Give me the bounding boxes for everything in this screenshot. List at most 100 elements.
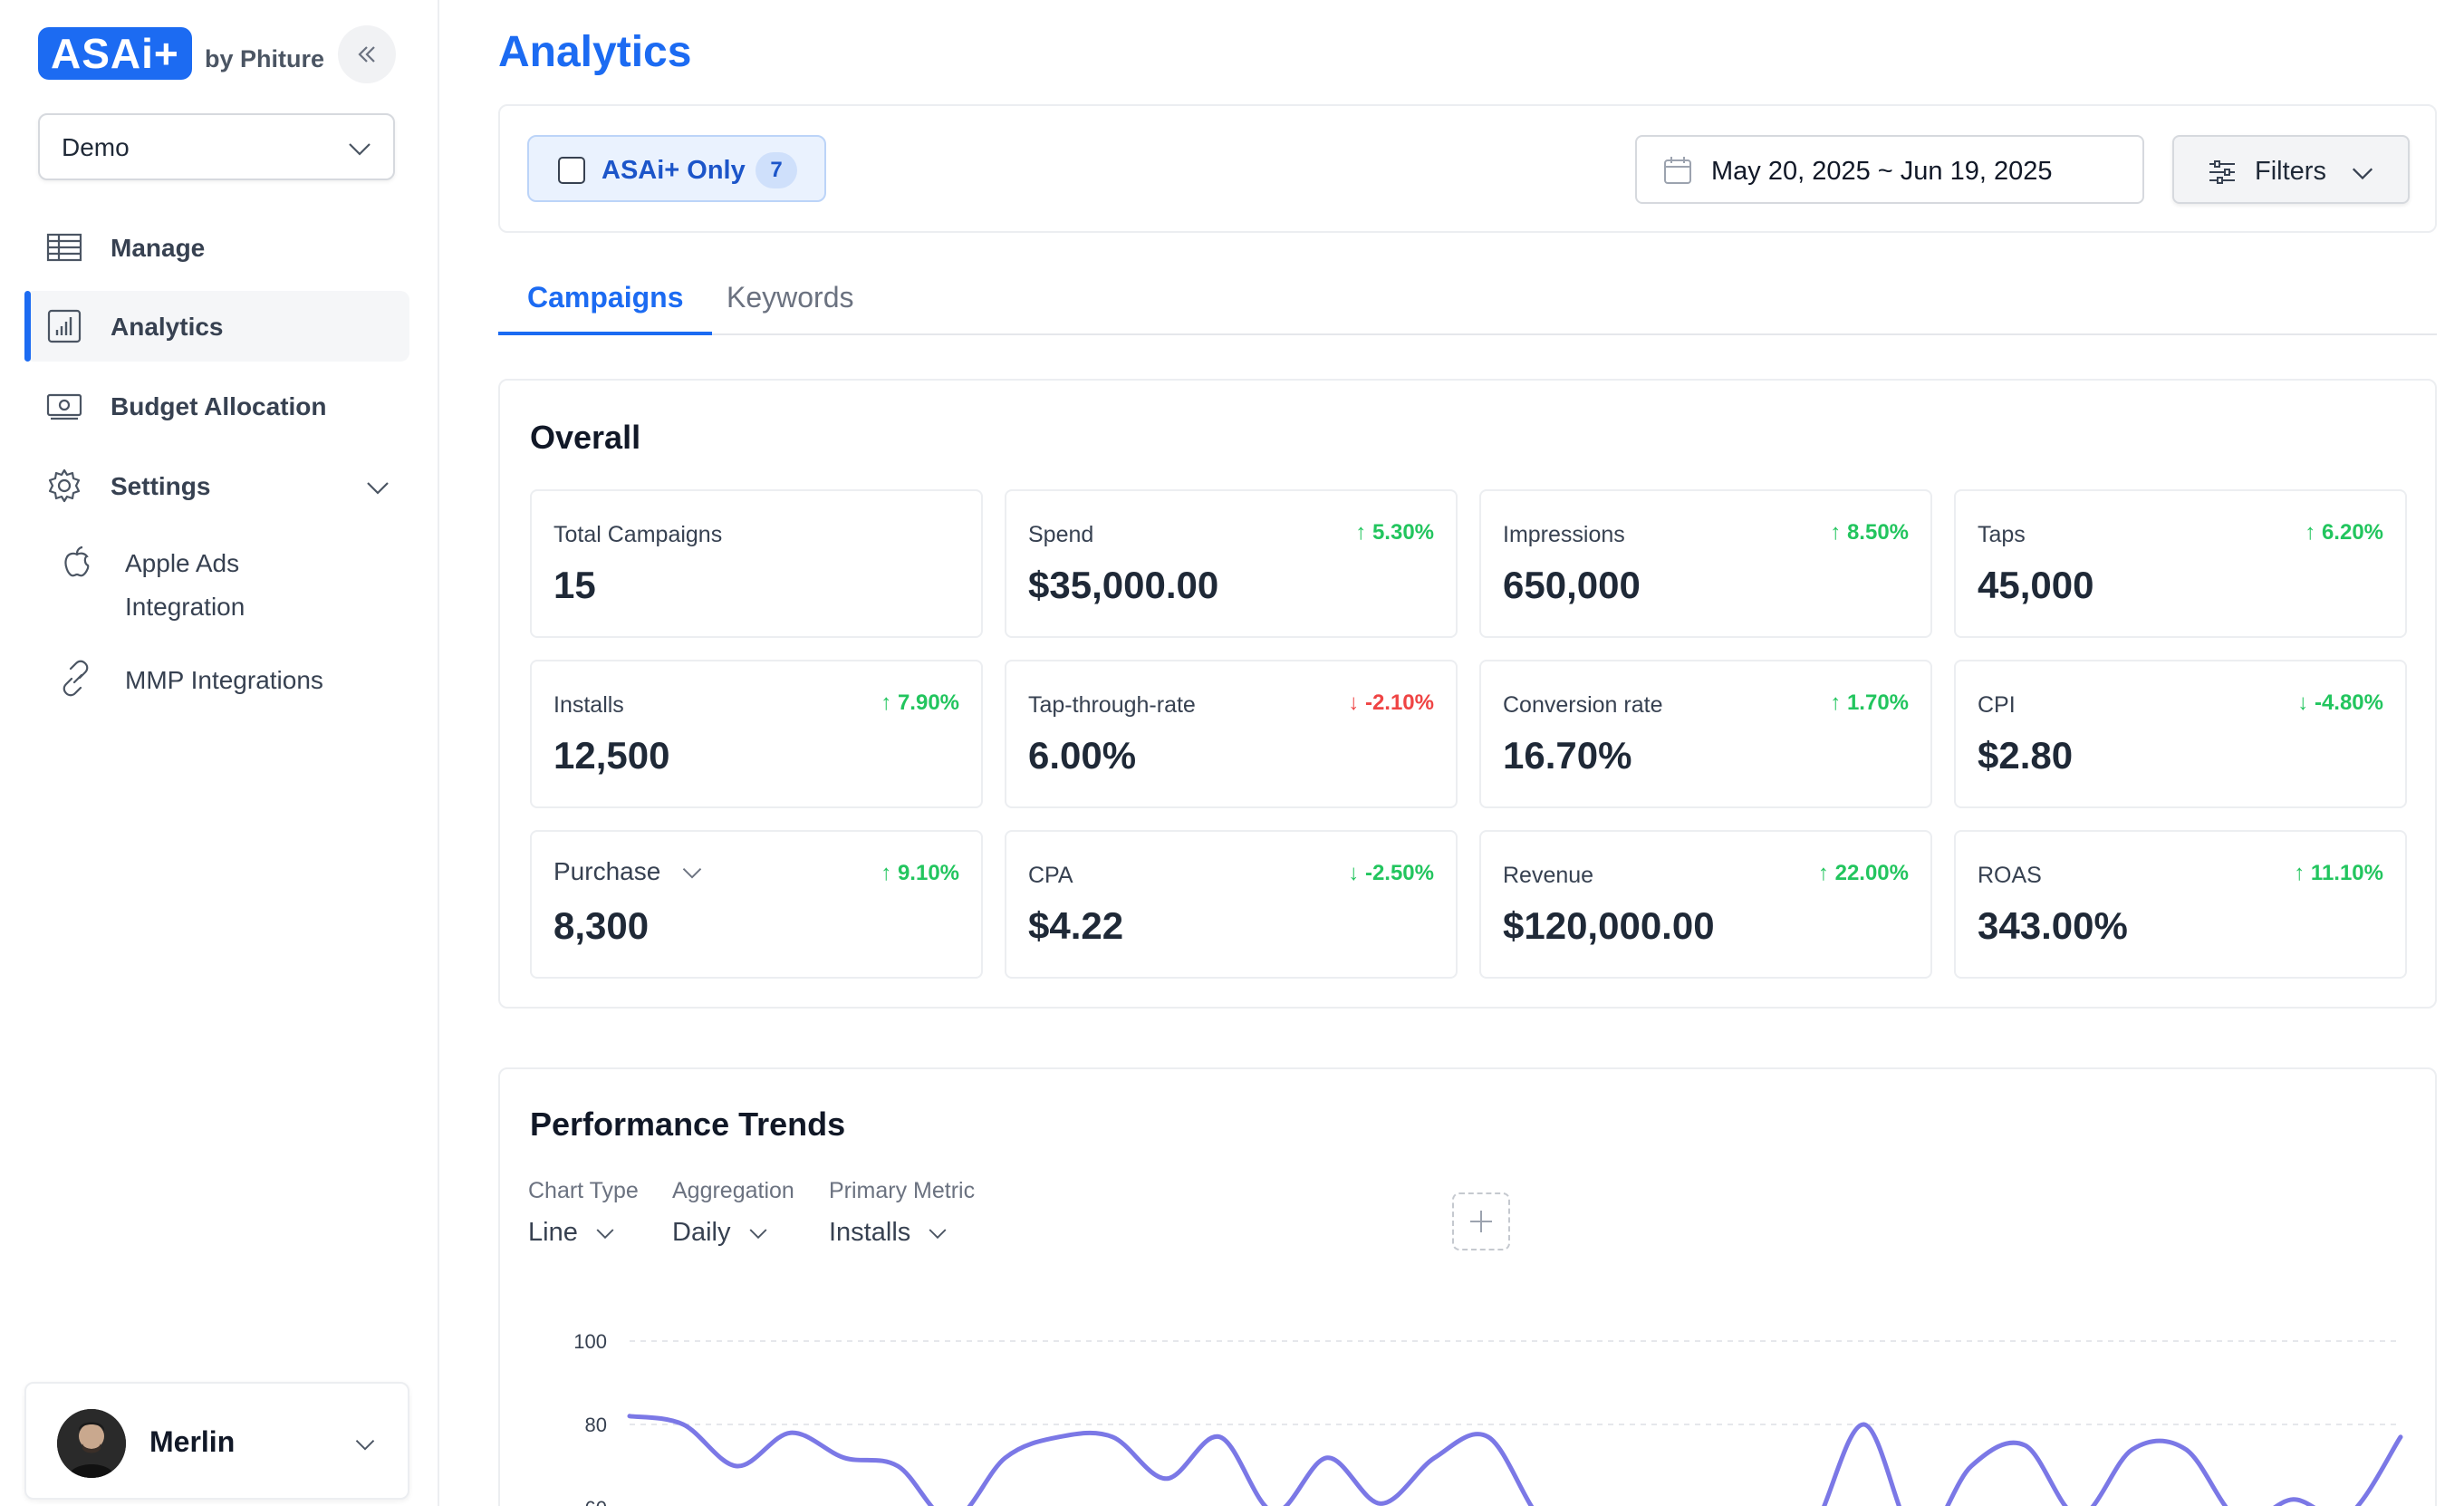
metric-card-revenue: Revenue $120,000.00 ↑ 22.00% [1479, 830, 1932, 979]
chevron-down-icon [367, 482, 389, 495]
gear-icon [48, 468, 81, 503]
org-select-value: Demo [62, 133, 130, 161]
sidebar-item-label: Integration [125, 593, 245, 621]
metric-card-spend: Spend $35,000.00 ↑ 5.30% [1005, 489, 1458, 638]
page-title: Analytics [498, 28, 692, 76]
money-icon [46, 393, 82, 420]
metric-label: Impressions [1503, 522, 1625, 547]
y-tick-label: 60 [585, 1497, 607, 1506]
chevron-down-icon [596, 1229, 614, 1240]
aggregation-value: Daily [672, 1218, 769, 1248]
metric-delta: ↓ -4.80% [2297, 690, 2383, 715]
metric-card-purchase[interactable]: Purchase 8,300 ↑ 9.10% [530, 830, 983, 979]
avatar [57, 1409, 126, 1478]
metric-label: Purchase [553, 857, 661, 885]
add-metric-button[interactable] [1452, 1192, 1510, 1250]
chart-type-value: Line [528, 1218, 616, 1248]
calendar-icon [1664, 157, 1691, 184]
metric-value: 6.00% [1028, 734, 1137, 777]
sidebar-item-manage[interactable]: Manage [24, 212, 409, 283]
metric-card-conversion-rate: Conversion rate 16.70% ↑ 1.70% [1479, 660, 1932, 808]
tab-campaigns[interactable]: Campaigns [498, 279, 713, 335]
aggregation-label: Aggregation [672, 1178, 794, 1203]
series-line-installs [627, 1414, 2403, 1506]
performance-trend-chart: 100 80 60 [573, 1330, 2403, 1506]
collapse-sidebar-button[interactable] [338, 25, 396, 83]
y-tick-label: 80 [585, 1414, 607, 1436]
date-range-picker[interactable]: May 20, 2025 ~ Jun 19, 2025 [1635, 135, 2144, 204]
metric-value: 8,300 [553, 904, 650, 947]
filters-button[interactable]: Filters [2172, 135, 2410, 204]
tab-keywords[interactable]: Keywords [727, 281, 854, 314]
metric-label: CPA [1028, 863, 1073, 888]
metric-value: 15 [553, 564, 596, 606]
aggregation-select[interactable]: Aggregation Daily [672, 1178, 794, 1247]
sidebar-item-mmp-integrations[interactable]: MMP Integrations [56, 659, 409, 710]
sidebar-item-settings[interactable]: Settings [24, 450, 409, 521]
sidebar-item-analytics[interactable]: Analytics [24, 291, 409, 362]
sidebar-item-label: Analytics [111, 313, 224, 341]
metric-delta: ↑ 7.90% [881, 690, 959, 715]
metric-label: ROAS [1978, 863, 2042, 888]
metric-delta: ↑ 5.30% [1355, 520, 1434, 545]
metric-value: $35,000.00 [1028, 564, 1219, 606]
metric-label: Taps [1978, 522, 2026, 547]
apple-icon [64, 545, 90, 577]
asai-only-checkbox[interactable] [558, 157, 585, 184]
main-content: Analytics ASAi+ Only 7 May 20, 2025 ~ Ju… [439, 0, 2464, 1506]
analytics-tabs: Campaigns Keywords [498, 263, 2437, 335]
metric-value: 12,500 [553, 734, 670, 777]
metric-card-taps: Taps 45,000 ↑ 6.20% [1954, 489, 2407, 638]
performance-trends-title: Performance Trends [530, 1105, 846, 1143]
chevron-down-icon [749, 1229, 767, 1240]
chevron-down-icon [929, 1229, 947, 1240]
metric-value: $4.22 [1028, 904, 1124, 947]
performance-trends-section: Performance Trends [498, 1067, 2437, 1506]
metric-value: 343.00% [1978, 904, 2128, 947]
date-range-value: May 20, 2025 ~ Jun 19, 2025 [1711, 157, 2053, 186]
metric-delta: ↑ 11.10% [2294, 861, 2383, 885]
metric-delta: ↑ 9.10% [881, 861, 959, 885]
chevron-down-icon [2352, 168, 2373, 180]
link-icon [63, 660, 89, 697]
metric-delta: ↑ 1.70% [1830, 690, 1909, 715]
overall-title: Overall [530, 419, 641, 456]
sliders-icon [2209, 160, 2235, 184]
chart-type-label: Chart Type [528, 1178, 639, 1203]
metric-label: Tap-through-rate [1028, 692, 1196, 718]
sidebar-item-label: MMP Integrations [125, 666, 323, 694]
metric-label: Installs [553, 692, 624, 718]
chevron-down-icon [355, 1439, 375, 1451]
bar-chart-icon [47, 309, 82, 343]
brand-byline: by Phiture [205, 45, 325, 72]
metric-card-cpa: CPA $4.22 ↓ -2.50% [1005, 830, 1458, 979]
metric-card-installs: Installs 12,500 ↑ 7.90% [530, 660, 983, 808]
metric-value: 45,000 [1978, 564, 2094, 606]
metric-value: $2.80 [1978, 734, 2074, 777]
table-icon [46, 233, 82, 262]
asai-only-toggle[interactable]: ASAi+ Only 7 [527, 135, 826, 202]
chart-type-select[interactable]: Chart Type Line [528, 1178, 639, 1247]
sidebar-item-apple-ads-integration[interactable]: Apple Ads Integration [56, 542, 409, 632]
chevron-down-icon[interactable] [680, 861, 704, 884]
primary-metric-value: Installs [829, 1218, 948, 1248]
metric-label: Revenue [1503, 863, 1594, 888]
sidebar-item-budget-allocation[interactable]: Budget Allocation [24, 371, 409, 441]
metric-label: CPI [1978, 692, 2016, 718]
metric-delta: ↑ 8.50% [1830, 520, 1909, 545]
metric-value: 650,000 [1503, 564, 1641, 606]
metric-label: Spend [1028, 522, 1094, 547]
primary-metric-select[interactable]: Primary Metric Installs [829, 1178, 976, 1247]
double-chevron-left-icon [358, 46, 375, 63]
user-menu[interactable]: Merlin [24, 1382, 409, 1500]
metric-label: Total Campaigns [553, 522, 723, 547]
brand-logo[interactable]: ASAi+ [38, 27, 192, 80]
primary-metric-label: Primary Metric [829, 1178, 976, 1203]
metric-card-cpi: CPI $2.80 ↓ -4.80% [1954, 660, 2407, 808]
sidebar-item-label: Budget Allocation [111, 392, 327, 420]
overall-section: Overall Total Campaigns 15 Spend $35,000.00… [498, 379, 2437, 1009]
org-select[interactable]: Demo [38, 113, 395, 180]
sidebar-item-label: Settings [111, 472, 211, 500]
chevron-down-icon [349, 143, 371, 156]
